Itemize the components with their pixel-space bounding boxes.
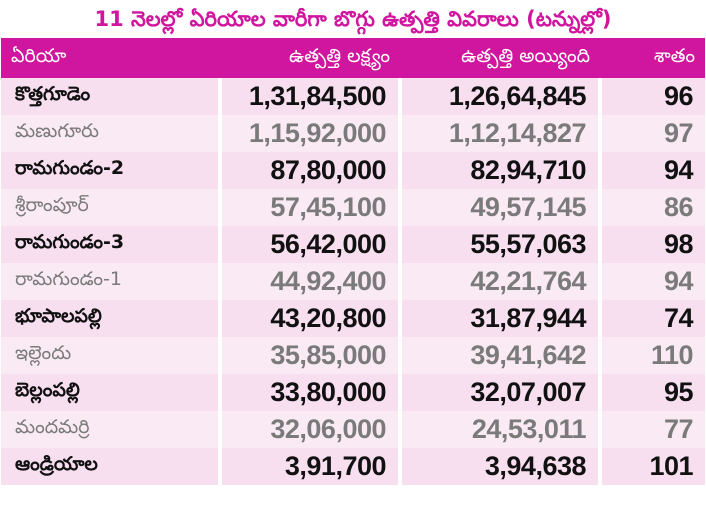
- table-row: రామగుండం-2 87,80,000 82,94,710 94: [1, 152, 705, 189]
- cell-area: భూపాలపల్లి: [15, 305, 102, 327]
- cell-area: ఇల్లెందు: [15, 342, 72, 364]
- header-area: ఏరియా: [11, 44, 67, 67]
- cell-target: 1,31,84,500: [218, 78, 400, 115]
- cell-achieved: 1,26,64,845: [398, 78, 600, 115]
- cell-area: కొత్తగూడెం: [15, 83, 91, 105]
- table-row: ఆండ్రియాల 3,91,700 3,94,638 101: [1, 448, 705, 485]
- table-row: భూపాలపల్లి 43,20,800 31,87,944 74: [1, 300, 705, 337]
- table-row: రామగుండం-3 56,42,000 55,57,063 98: [1, 226, 705, 263]
- table-row: కొత్తగూడెం 1,31,84,500 1,26,64,845 96: [1, 78, 705, 115]
- header-target: ఉత్పత్తి లక్ష్యం: [288, 44, 390, 67]
- table-row: ఇల్లెందు 35,85,000 39,41,642 110: [1, 337, 705, 374]
- cell-achieved: 1,12,14,827: [398, 115, 600, 152]
- cell-percent: 86: [598, 189, 705, 226]
- table-row: మణుగూరు 1,15,92,000 1,12,14,827 97: [1, 115, 705, 152]
- cell-percent: 94: [598, 152, 705, 189]
- cell-percent: 74: [598, 300, 705, 337]
- cell-target: 33,80,000: [218, 374, 400, 411]
- cell-target: 35,85,000: [218, 337, 400, 374]
- header-percent: శాతం: [653, 44, 695, 67]
- cell-target: 3,91,700: [218, 448, 400, 485]
- cell-area: రామగుండం-3: [15, 231, 125, 253]
- cell-percent: 97: [598, 115, 705, 152]
- cell-target: 57,45,100: [218, 189, 400, 226]
- table-row: మందమర్రి 32,06,000 24,53,011 77: [1, 411, 705, 448]
- cell-target: 44,92,400: [218, 263, 400, 300]
- cell-target: 32,06,000: [218, 411, 400, 448]
- cell-area: బెల్లంపల్లి: [15, 379, 80, 401]
- cell-area: రామగుండం-1: [15, 268, 122, 290]
- cell-target: 56,42,000: [218, 226, 400, 263]
- table-body: కొత్తగూడెం 1,31,84,500 1,26,64,845 96 మణ…: [1, 78, 705, 485]
- cell-achieved: 39,41,642: [398, 337, 600, 374]
- cell-percent: 77: [598, 411, 705, 448]
- cell-achieved: 82,94,710: [398, 152, 600, 189]
- cell-achieved: 55,57,063: [398, 226, 600, 263]
- cell-area: మణుగూరు: [15, 120, 99, 142]
- table-row: శ్రీరాంపూర్ 57,45,100 49,57,145 86: [1, 189, 705, 226]
- cell-target: 1,15,92,000: [218, 115, 400, 152]
- cell-achieved: 42,21,764: [398, 263, 600, 300]
- cell-target: 87,80,000: [218, 152, 400, 189]
- table-row: బెల్లంపల్లి 33,80,000 32,07,007 95: [1, 374, 705, 411]
- header-row: ఏరియా ఉత్పత్తి లక్ష్యం ఉత్పత్తి అయ్యింది…: [1, 38, 705, 78]
- cell-area: ఆండ్రియాల: [15, 453, 98, 475]
- cell-achieved: 3,94,638: [398, 448, 600, 485]
- header-achieved: ఉత్పత్తి అయ్యింది: [461, 44, 590, 67]
- cell-achieved: 31,87,944: [398, 300, 600, 337]
- cell-percent: 96: [598, 78, 705, 115]
- cell-percent: 94: [598, 263, 705, 300]
- cell-achieved: 24,53,011: [398, 411, 600, 448]
- cell-percent: 110: [598, 337, 705, 374]
- table-header: ఏరియా ఉత్పత్తి లక్ష్యం ఉత్పత్తి అయ్యింది…: [1, 38, 705, 78]
- table-row: రామగుండం-1 44,92,400 42,21,764 94: [1, 263, 705, 300]
- cell-percent: 101: [598, 448, 705, 485]
- cell-area: రామగుండం-2: [15, 157, 125, 179]
- cell-achieved: 49,57,145: [398, 189, 600, 226]
- cell-area: మందమర్రి: [15, 416, 90, 438]
- cell-area: శ్రీరాంపూర్: [15, 194, 89, 216]
- cell-target: 43,20,800: [218, 300, 400, 337]
- table-title: 11 నెలల్లో ఏరియాల వారీగా బొగ్గు ఉత్పత్తి…: [94, 7, 612, 31]
- cell-achieved: 32,07,007: [398, 374, 600, 411]
- production-table: ఏరియా ఉత్పత్తి లక్ష్యం ఉత్పత్తి అయ్యింది…: [1, 38, 705, 485]
- cell-percent: 98: [598, 226, 705, 263]
- cell-percent: 95: [598, 374, 705, 411]
